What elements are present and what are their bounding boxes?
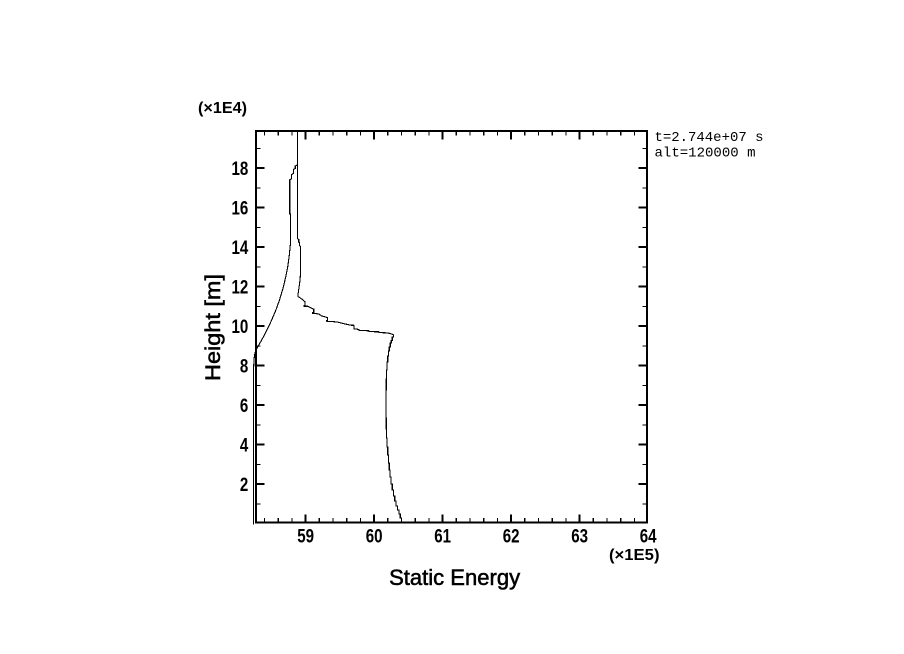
svg-text:Height [m]: Height [m] <box>200 274 225 381</box>
svg-text:alt=120000 m: alt=120000 m <box>655 146 756 161</box>
svg-text:2: 2 <box>240 475 248 496</box>
svg-text:14: 14 <box>232 238 249 259</box>
svg-text:18: 18 <box>232 159 249 180</box>
svg-text:16: 16 <box>232 199 249 220</box>
svg-text:61: 61 <box>434 526 451 547</box>
svg-text:(×1E4): (×1E4) <box>198 100 247 117</box>
svg-text:Static Energy: Static Energy <box>389 565 521 590</box>
svg-text:62: 62 <box>503 526 520 547</box>
svg-text:4: 4 <box>240 436 249 457</box>
svg-text:t=2.744e+07 s: t=2.744e+07 s <box>655 131 764 146</box>
svg-text:10: 10 <box>232 317 249 338</box>
svg-text:(×1E5): (×1E5) <box>609 547 660 564</box>
svg-text:12: 12 <box>232 278 249 299</box>
svg-text:6: 6 <box>240 396 248 417</box>
svg-text:63: 63 <box>571 526 588 547</box>
svg-text:64: 64 <box>640 526 657 547</box>
svg-text:60: 60 <box>366 526 383 547</box>
svg-text:59: 59 <box>297 526 314 547</box>
svg-text:8: 8 <box>240 357 248 378</box>
